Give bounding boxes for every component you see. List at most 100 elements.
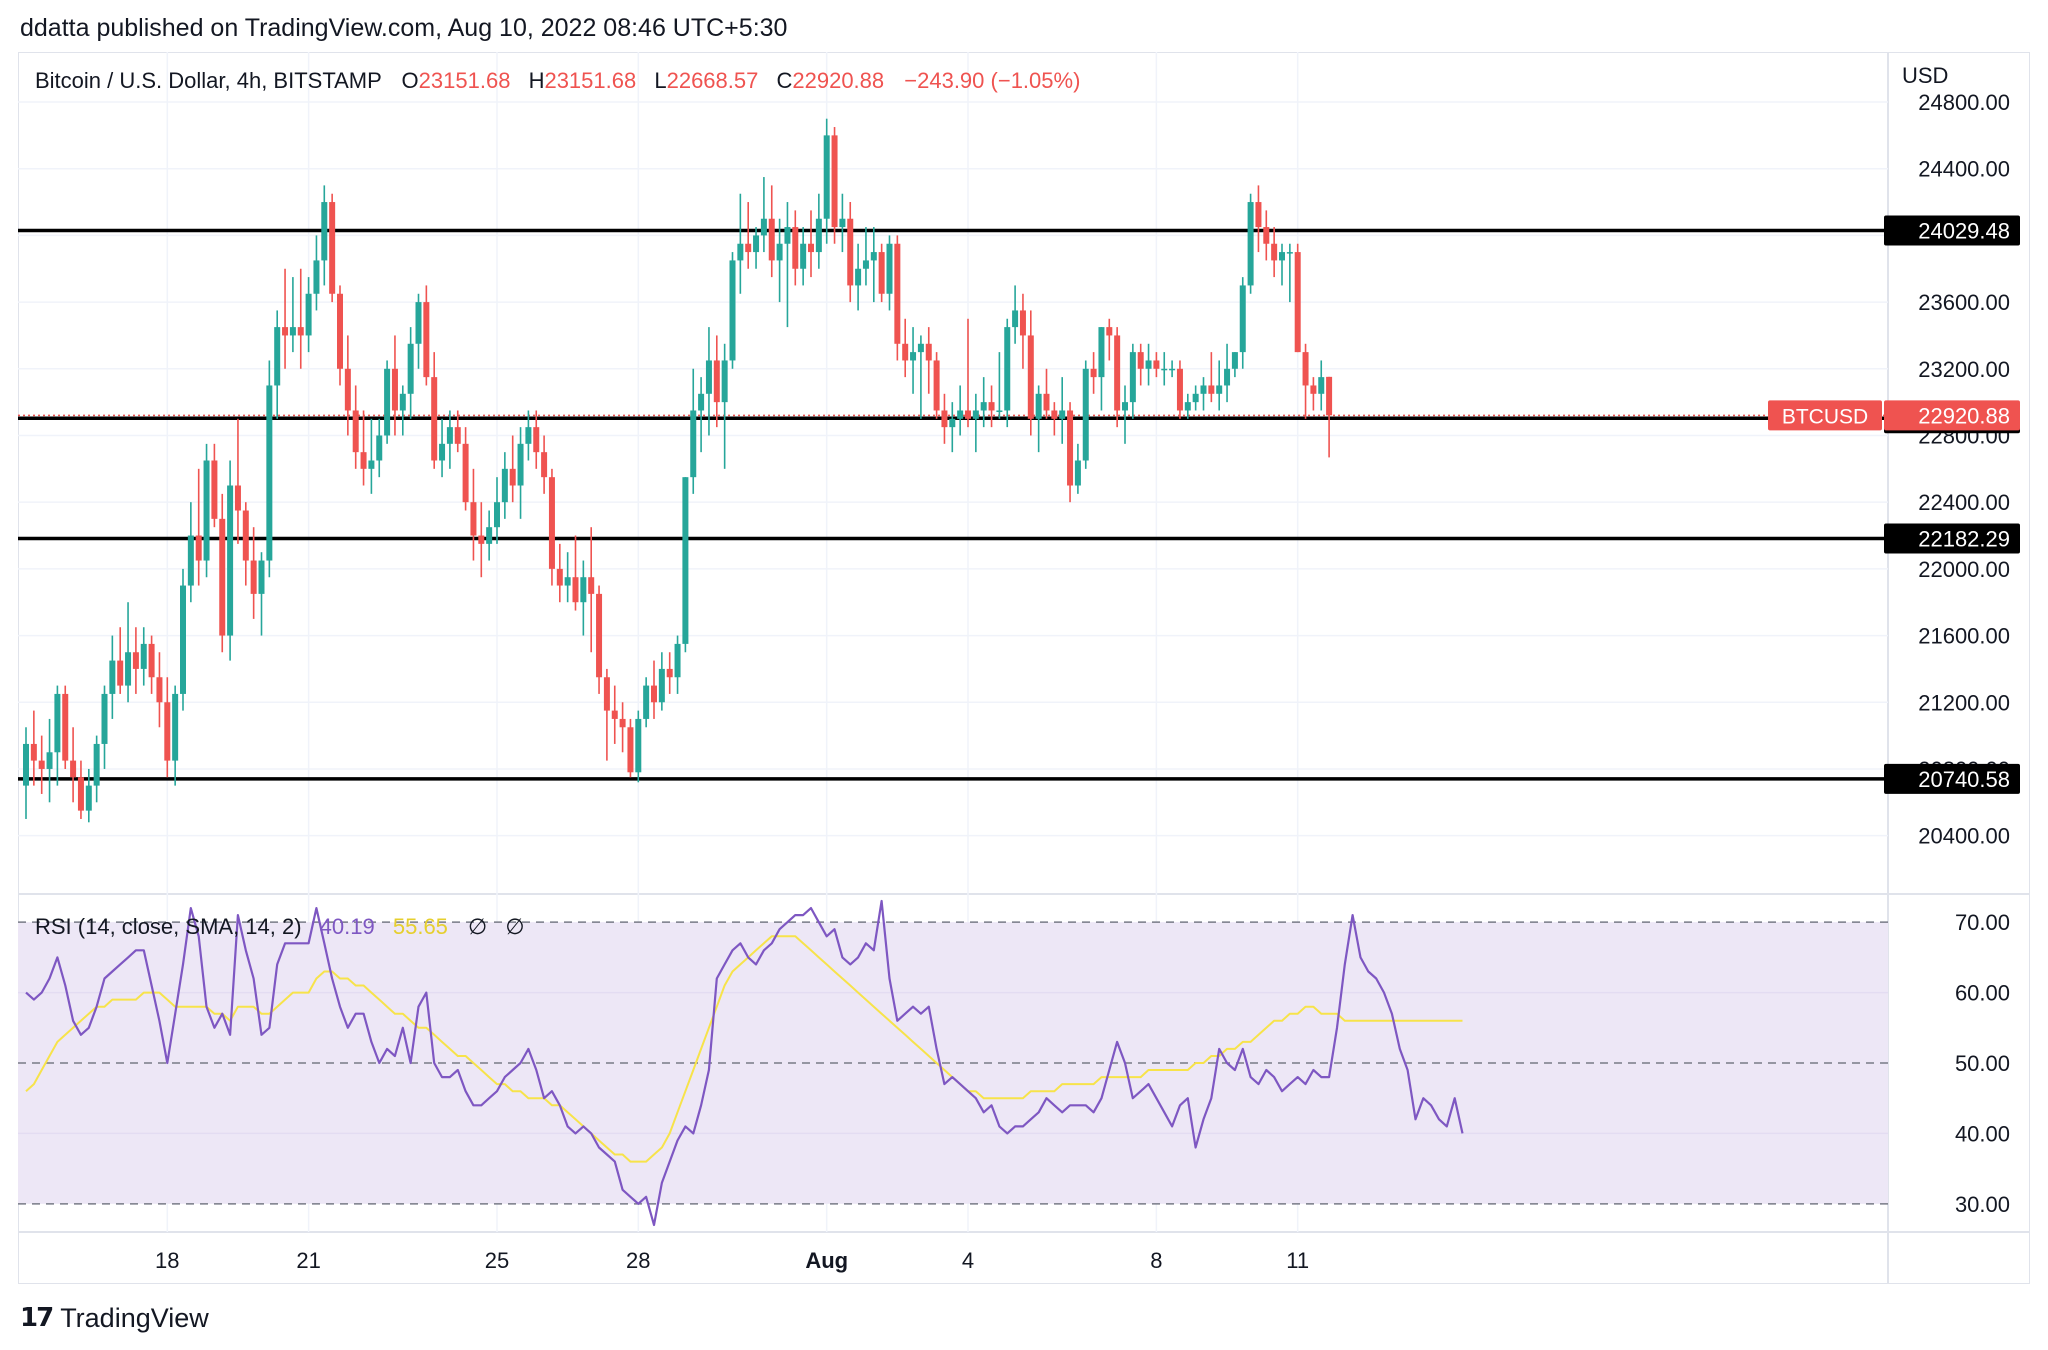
candle-up[interactable] xyxy=(486,510,493,561)
candle-down[interactable] xyxy=(925,327,932,394)
rsi-layer[interactable] xyxy=(25,899,1464,1227)
candle-up[interactable] xyxy=(674,635,681,694)
candle-up[interactable] xyxy=(957,385,964,436)
candle-up[interactable] xyxy=(1129,343,1136,419)
candle-up[interactable] xyxy=(1286,243,1293,303)
candle-up[interactable] xyxy=(760,177,767,253)
candle-down[interactable] xyxy=(1027,310,1034,436)
candle-down[interactable] xyxy=(1114,327,1121,428)
candle-up[interactable] xyxy=(1279,243,1285,286)
candle-down[interactable] xyxy=(1106,318,1113,361)
candle-up[interactable] xyxy=(1161,352,1168,386)
candle-down[interactable] xyxy=(329,193,336,303)
candle-down[interactable] xyxy=(1051,402,1058,436)
candle-up[interactable] xyxy=(1145,343,1152,386)
candle-up[interactable] xyxy=(980,377,987,428)
candle-down[interactable] xyxy=(988,385,995,428)
candle-up[interactable] xyxy=(815,193,822,269)
candle-up[interactable] xyxy=(1200,377,1207,411)
candle-down[interactable] xyxy=(1176,360,1183,419)
candle-down[interactable] xyxy=(391,335,398,436)
candle-up[interactable] xyxy=(800,227,807,286)
candle-down[interactable] xyxy=(344,335,351,436)
candle-up[interactable] xyxy=(682,477,689,653)
candle-up[interactable] xyxy=(517,427,524,519)
candle-down[interactable] xyxy=(242,502,249,586)
candle-up[interactable] xyxy=(1012,285,1019,344)
candle-down[interactable] xyxy=(297,268,304,369)
candle-up[interactable] xyxy=(415,293,422,369)
candle-up[interactable] xyxy=(886,235,893,311)
candle-up[interactable] xyxy=(635,710,642,783)
candle-up[interactable] xyxy=(1059,377,1066,444)
candle-up[interactable] xyxy=(1074,443,1081,494)
candle-up[interactable] xyxy=(870,227,877,303)
candle-down[interactable] xyxy=(478,502,485,578)
candle-down[interactable] xyxy=(713,335,720,428)
candle-down[interactable] xyxy=(933,352,940,419)
candle-up[interactable] xyxy=(439,418,446,478)
candle-up[interactable] xyxy=(949,402,956,453)
candle-up[interactable] xyxy=(690,368,697,494)
candle-up[interactable] xyxy=(776,218,783,303)
candle-up[interactable] xyxy=(407,327,414,419)
candle-down[interactable] xyxy=(1153,352,1160,378)
candle-up[interactable] xyxy=(305,277,312,353)
candle-up[interactable] xyxy=(494,477,500,544)
candle-up[interactable] xyxy=(46,718,53,803)
candle-up[interactable] xyxy=(580,560,587,636)
candle-down[interactable] xyxy=(1019,293,1026,369)
candle-down[interactable] xyxy=(195,468,202,586)
candle-down[interactable] xyxy=(588,527,595,653)
candle-down[interactable] xyxy=(156,652,163,728)
candle-up[interactable] xyxy=(172,685,179,786)
candle-up[interactable] xyxy=(753,227,760,269)
candle-down[interactable] xyxy=(234,418,241,544)
candle-up[interactable] xyxy=(1184,393,1191,419)
candle-up[interactable] xyxy=(917,335,924,419)
candle-up[interactable] xyxy=(187,502,194,603)
candle-down[interactable] xyxy=(651,660,657,719)
candle-up[interactable] xyxy=(1318,360,1325,411)
candle-up[interactable] xyxy=(1082,360,1089,469)
candle-up[interactable] xyxy=(643,677,650,728)
candle-up[interactable] xyxy=(54,685,61,786)
candle-up[interactable] xyxy=(85,768,92,823)
candle-up[interactable] xyxy=(1231,352,1238,378)
candle-down[interactable] xyxy=(211,443,218,528)
candle-up[interactable] xyxy=(125,602,132,703)
candle-down[interactable] xyxy=(1043,368,1050,419)
candle-down[interactable] xyxy=(423,285,430,386)
candle-up[interactable] xyxy=(855,243,862,311)
candle-up[interactable] xyxy=(1169,360,1176,378)
candle-down[interactable] xyxy=(117,627,124,694)
candle-up[interactable] xyxy=(658,652,665,711)
candle-down[interactable] xyxy=(541,435,548,494)
candle-up[interactable] xyxy=(525,410,532,461)
candle-up[interactable] xyxy=(227,460,234,661)
candle-down[interactable] xyxy=(572,535,579,611)
candle-up[interactable] xyxy=(101,685,108,769)
candle-down[interactable] xyxy=(360,410,367,486)
candle-down[interactable] xyxy=(77,760,84,819)
candle-down[interactable] xyxy=(462,427,469,511)
candle-up[interactable] xyxy=(972,393,979,453)
candle-down[interactable] xyxy=(454,410,461,453)
candle-up[interactable] xyxy=(376,418,383,478)
candle-down[interactable] xyxy=(878,243,885,303)
candle-up[interactable] xyxy=(203,443,210,578)
candle-down[interactable] xyxy=(62,685,69,769)
rsi-line[interactable] xyxy=(25,899,1464,1227)
candle-down[interactable] xyxy=(603,668,610,761)
candle-up[interactable] xyxy=(1247,193,1254,294)
candle-down[interactable] xyxy=(70,727,77,803)
candle-down[interactable] xyxy=(1208,352,1215,403)
rsi-legend[interactable]: RSI (14, close, SMA, 14, 2) 40.19 55.65 … xyxy=(35,914,525,939)
candle-up[interactable] xyxy=(1122,385,1128,444)
candle-down[interactable] xyxy=(30,710,37,786)
candle-up[interactable] xyxy=(1035,385,1042,453)
candle-up[interactable] xyxy=(23,727,29,819)
candle-down[interactable] xyxy=(1310,377,1317,411)
rsi-sma-line[interactable] xyxy=(25,935,1463,1163)
candle-down[interactable] xyxy=(965,318,971,428)
